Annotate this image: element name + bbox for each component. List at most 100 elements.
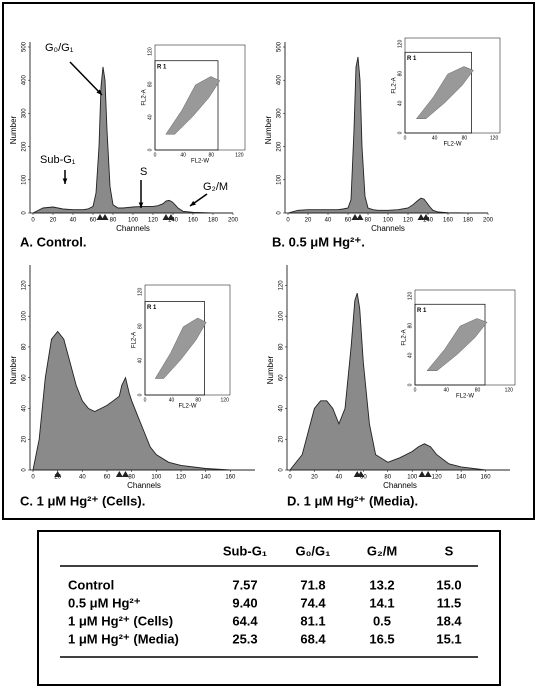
inset-y-tick-label: 80 — [147, 81, 153, 87]
x-tick-label: 140 — [168, 218, 179, 224]
row-label: 1 μM Hg²⁺ (Cells) — [68, 613, 173, 628]
inset-y-tick-label: 40 — [147, 114, 153, 120]
inset-x-tick-label: 80 — [475, 387, 481, 393]
y-tick-label: 120 — [22, 280, 28, 291]
y-axis-label: Number — [9, 355, 18, 384]
gate-region — [154, 60, 219, 151]
y-tick-label: 100 — [279, 310, 285, 321]
inset-y-tick-label: 80 — [397, 71, 403, 77]
inset-x-tick-label: 80 — [208, 152, 214, 158]
table-cell: 16.5 — [369, 631, 394, 646]
peak-marker — [422, 214, 430, 220]
column-header: S — [445, 543, 454, 558]
scatter-cloud — [415, 66, 474, 119]
peak-marker — [122, 471, 129, 477]
x-tick-label: 60 — [104, 475, 111, 481]
y-tick-label: 0 — [22, 468, 28, 472]
row-label: 1 μM Hg²⁺ (Media) — [68, 631, 179, 646]
scatter-cloud — [154, 317, 207, 379]
inset-x-tick-label: 0 — [414, 387, 417, 393]
inset-x-tick-label: 0 — [154, 152, 157, 158]
annotation: Sub-G₁ — [40, 154, 76, 166]
x-tick-label: 160 — [443, 218, 454, 224]
row-label: Control — [68, 577, 114, 592]
x-tick-label: 140 — [423, 218, 434, 224]
inset-x-tick-label: 120 — [505, 387, 514, 393]
inset-x-tick-label: 40 — [169, 397, 175, 403]
x-tick-label: 0 — [288, 475, 292, 481]
gate-label: R 1 — [157, 64, 167, 70]
inset-y-label: FL2-A — [392, 77, 398, 93]
x-tick-label: 40 — [325, 218, 332, 224]
histogram-area — [289, 292, 510, 471]
gate-region — [404, 51, 472, 134]
panel-title: D. 1 μM Hg²⁺ (Media). — [287, 493, 418, 508]
table-cell: 18.4 — [436, 613, 462, 628]
x-tick-label: 80 — [128, 475, 135, 481]
y-tick-label: 400 — [22, 75, 28, 86]
y-axis-label: Number — [264, 115, 273, 144]
scatter-cloud — [426, 318, 488, 371]
x-tick-label: 160 — [188, 218, 199, 224]
y-tick-label: 80 — [279, 343, 285, 350]
table-cell: 74.4 — [300, 595, 326, 610]
x-tick-label: 120 — [176, 475, 187, 481]
x-tick-label: 40 — [79, 475, 86, 481]
y-tick-label: 120 — [279, 280, 285, 291]
histogram-area — [287, 56, 488, 214]
annotation-arrow — [69, 61, 103, 96]
histogram-area — [32, 66, 233, 214]
table-cell: 14.1 — [369, 595, 394, 610]
inset-y-tick-label: 120 — [397, 40, 403, 49]
peak-marker — [418, 471, 426, 477]
inset-y-tick-label: 40 — [407, 352, 413, 358]
inset-x-tick-label: 120 — [235, 152, 244, 158]
inset-y-tick-label: 0 — [397, 131, 403, 134]
y-tick-label: 500 — [22, 41, 28, 52]
table-border — [37, 530, 501, 686]
peak-marker — [351, 214, 359, 220]
x-axis-label: Channels — [127, 481, 161, 490]
annotation: G₂/M — [203, 181, 228, 193]
table-cell: 64.4 — [232, 613, 258, 628]
x-tick-label: 200 — [483, 218, 494, 224]
y-tick-label: 200 — [277, 141, 283, 152]
y-tick-label: 40 — [22, 404, 28, 411]
y-tick-label: 60 — [22, 374, 28, 381]
peak-marker — [357, 471, 365, 477]
annotation: S — [140, 166, 147, 178]
peak-marker — [96, 214, 104, 220]
x-tick-label: 160 — [225, 475, 236, 481]
inset-y-label: FL2-A — [402, 329, 408, 345]
figure-border — [2, 2, 535, 520]
y-tick-label: 40 — [279, 404, 285, 411]
y-tick-label: 0 — [279, 468, 285, 472]
y-tick-label: 80 — [22, 343, 28, 350]
x-axis-label: Channels — [116, 224, 150, 233]
panel-title: C. 1 μM Hg²⁺ (Cells). — [20, 493, 145, 508]
x-tick-label: 180 — [463, 218, 474, 224]
table-cell: 7.57 — [232, 577, 257, 592]
peak-marker — [356, 214, 364, 220]
table-cell: 13.2 — [369, 577, 394, 592]
y-tick-label: 300 — [277, 108, 283, 119]
inset-x-label: FL2-W — [456, 394, 474, 400]
x-tick-label: 60 — [90, 218, 97, 224]
inset-x-tick-label: 40 — [432, 135, 438, 141]
panel-title: A. Control. — [20, 234, 86, 249]
inset-x-tick-label: 120 — [490, 135, 499, 141]
gate-region — [144, 301, 205, 396]
peak-marker — [101, 214, 109, 220]
x-tick-label: 0 — [31, 218, 35, 224]
y-tick-label: 500 — [277, 41, 283, 52]
gate-label: R 1 — [417, 308, 427, 314]
table-cell: 0.5 — [373, 613, 391, 628]
table-cell: 15.1 — [436, 631, 461, 646]
inset-y-tick-label: 80 — [137, 323, 143, 329]
inset-y-tick-label: 0 — [147, 148, 153, 151]
peak-marker — [54, 471, 62, 477]
inset-y-tick-label: 0 — [137, 393, 143, 396]
x-tick-label: 80 — [384, 475, 391, 481]
x-tick-label: 80 — [110, 218, 117, 224]
x-tick-label: 20 — [311, 475, 318, 481]
